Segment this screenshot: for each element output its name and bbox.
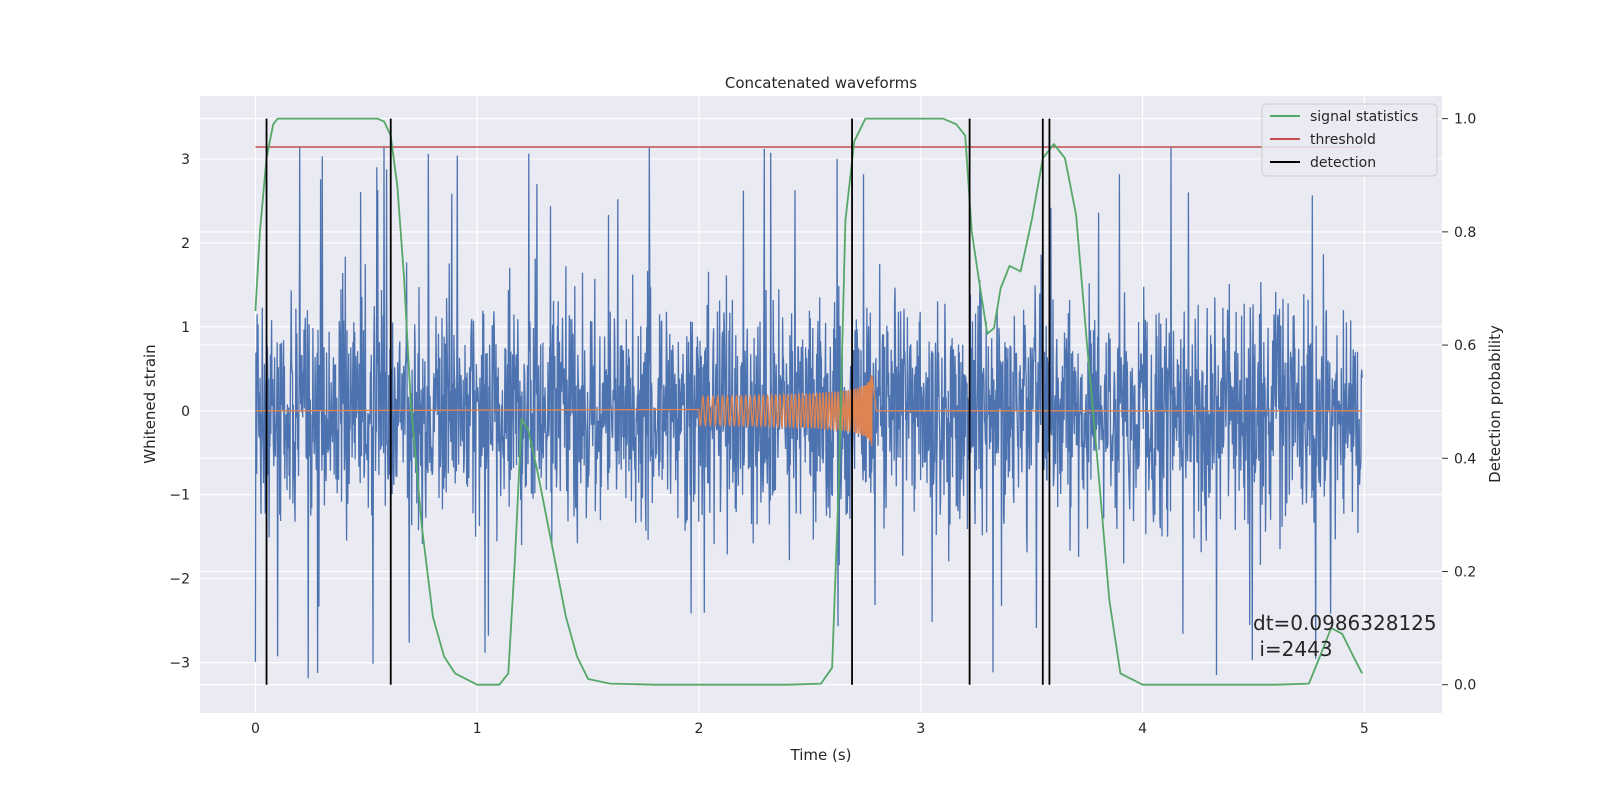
y-tick-label: 2 <box>181 236 190 252</box>
y-tick-label: 3 <box>181 152 190 168</box>
series-layer <box>254 117 1363 686</box>
legend-label-threshold: threshold <box>1310 132 1376 148</box>
y-axis-label: Whitened strain <box>141 344 159 463</box>
legend-box <box>1261 103 1438 177</box>
chart-title: Concatenated waveforms <box>725 74 917 92</box>
annotation-line-2: i=2443 <box>1253 637 1333 661</box>
legend-label-signal-statistics: signal statistics <box>1310 109 1418 125</box>
x-tick-label: 1 <box>473 721 482 737</box>
y2-tick-label: 0.6 <box>1454 338 1476 354</box>
y2-tick-label: 1.0 <box>1454 112 1476 128</box>
annotation-line-1: dt=0.0986328125 <box>1253 611 1437 635</box>
x-tick-label: 3 <box>916 721 925 737</box>
injection-series <box>255 374 1363 446</box>
y-tick-label: −1 <box>169 488 190 504</box>
y2-tick-label: 0.2 <box>1454 564 1476 580</box>
y2-tick-label: 0.4 <box>1454 451 1476 467</box>
x-tick-label: 0 <box>251 721 260 737</box>
y-tick-label: −3 <box>169 656 190 672</box>
x-tick-label: 2 <box>695 721 704 737</box>
y-tick-label: 0 <box>181 404 190 420</box>
legend: signal statistics threshold detection <box>1261 103 1438 177</box>
y2-tick-label: 0.8 <box>1454 225 1476 241</box>
x-tick-label: 5 <box>1360 721 1369 737</box>
y2-axis-label: Detection probability <box>1486 325 1504 483</box>
x-axis-label: Time (s) <box>790 746 852 764</box>
y-tick-label: 1 <box>181 320 190 336</box>
strain-series <box>254 146 1363 679</box>
y2-tick-label: 0.0 <box>1454 678 1476 694</box>
axes: 0 1 2 3 4 5 −3 −2 −1 0 1 2 3 0.0 0.2 0.4 0.6 0.8 1.0 <box>169 112 1476 737</box>
annotation: dt=0.0986328125 i=2443 <box>1253 611 1437 661</box>
legend-label-detection: detection <box>1310 155 1376 171</box>
x-tick-label: 4 <box>1138 721 1147 737</box>
signal-statistics-line <box>254 117 1363 686</box>
y-tick-label: −2 <box>169 572 190 588</box>
